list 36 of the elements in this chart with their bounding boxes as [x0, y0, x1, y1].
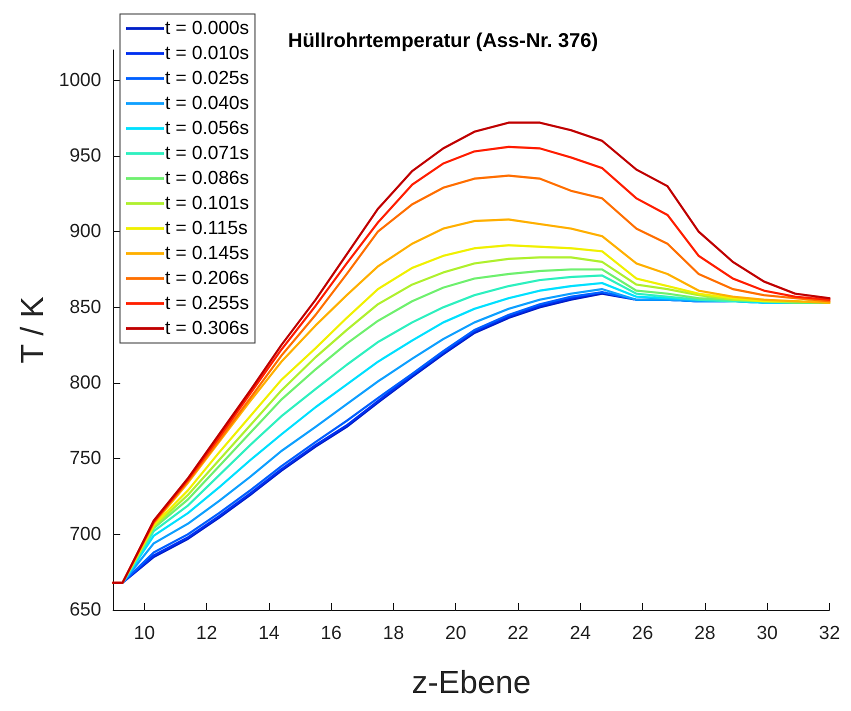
legend-label: t = 0.056s	[165, 118, 249, 139]
x-tick-label: 24	[570, 623, 592, 644]
y-tick-label: 650	[69, 600, 102, 620]
y-tick-label: 1000	[58, 70, 102, 91]
x-tick-label: 32	[818, 623, 840, 644]
y-tick-label: 850	[69, 296, 102, 318]
legend-label: t = 0.025s	[165, 68, 249, 89]
y-axis-title: T / K	[14, 296, 50, 364]
y-tick-label: 700	[69, 524, 102, 545]
chart-title: Hüllrohrtemperatur (Ass-Nr. 376)	[288, 30, 598, 52]
x-axis-title: z-Ebene	[412, 664, 531, 700]
legend-label: t = 0.115s	[165, 218, 248, 239]
legend-label: t = 0.101s	[165, 193, 249, 214]
legend-label: t = 0.086s	[165, 168, 249, 189]
x-tick-label: 12	[196, 623, 218, 644]
y-tick-label: 950	[69, 145, 102, 166]
legend-label: t = 0.306s	[165, 318, 249, 339]
y-tick-label: 800	[69, 372, 102, 394]
x-tick-label: 22	[507, 623, 529, 644]
x-tick-label: 28	[694, 623, 716, 644]
x-tick-label: 18	[382, 623, 404, 644]
legend-label: t = 0.145s	[165, 243, 249, 264]
legend-label: t = 0.255s	[165, 293, 249, 314]
x-tick-label: 30	[756, 623, 778, 644]
legend-label: t = 0.071s	[165, 143, 249, 164]
x-tick-label: 20	[445, 623, 466, 644]
legend-label: t = 0.206s	[165, 268, 249, 289]
legend-label: t = 0.010s	[165, 43, 249, 64]
x-tick-label: 14	[258, 623, 280, 644]
x-tick-label: 10	[134, 623, 155, 644]
x-tick-label: 26	[632, 623, 654, 644]
x-tick-label: 16	[320, 623, 342, 644]
y-tick-label: 750	[69, 448, 102, 470]
y-tick-label: 900	[69, 221, 102, 242]
legend-label: t = 0.000s	[165, 18, 249, 39]
legend-label: t = 0.040s	[165, 93, 249, 114]
